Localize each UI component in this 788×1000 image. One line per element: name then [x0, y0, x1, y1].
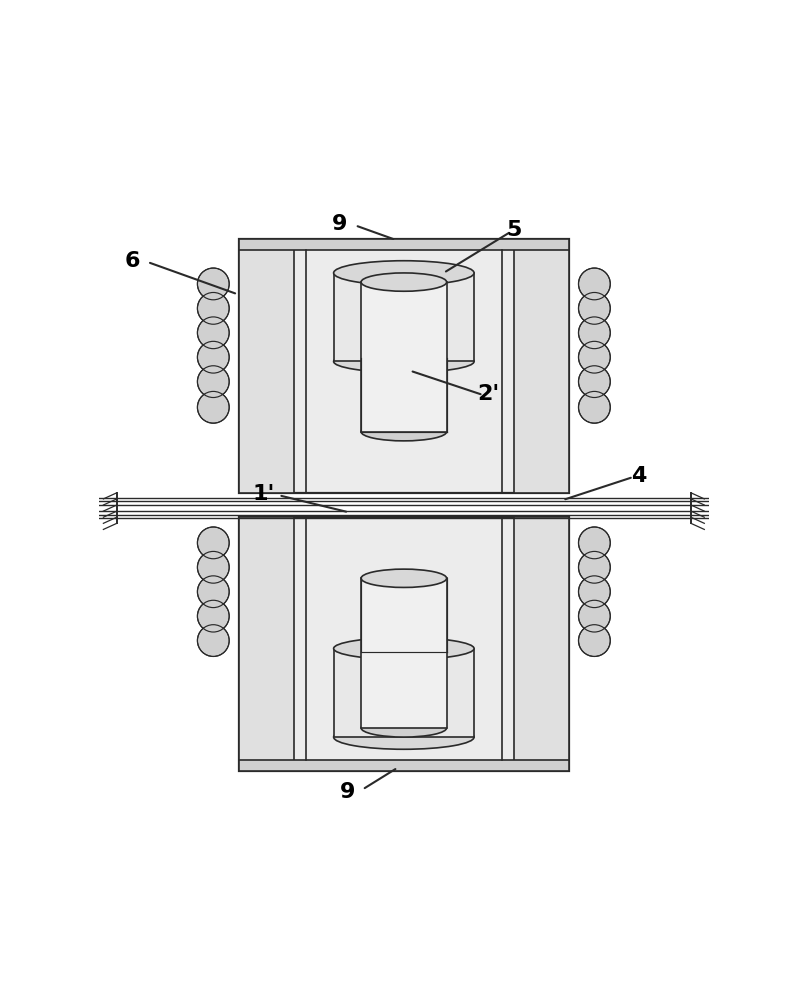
Circle shape	[198, 527, 229, 559]
Ellipse shape	[333, 725, 474, 749]
Circle shape	[199, 342, 228, 372]
Circle shape	[198, 366, 229, 398]
Text: 5: 5	[506, 220, 522, 240]
Circle shape	[578, 268, 610, 300]
Circle shape	[578, 527, 610, 559]
Bar	[514, 517, 569, 771]
Text: 1': 1'	[252, 484, 274, 504]
Circle shape	[199, 601, 228, 631]
Text: 9: 9	[332, 214, 348, 234]
Circle shape	[198, 341, 229, 373]
Circle shape	[580, 601, 609, 631]
Circle shape	[580, 269, 609, 299]
Bar	[239, 239, 569, 250]
Circle shape	[198, 317, 229, 349]
Circle shape	[578, 625, 610, 656]
Circle shape	[199, 577, 228, 606]
Ellipse shape	[333, 261, 474, 285]
Circle shape	[199, 553, 228, 582]
Circle shape	[578, 576, 610, 608]
Circle shape	[578, 366, 610, 398]
Circle shape	[580, 577, 609, 606]
Circle shape	[580, 626, 609, 655]
Circle shape	[578, 292, 610, 324]
Circle shape	[580, 393, 609, 422]
Ellipse shape	[333, 638, 474, 660]
Bar	[239, 239, 569, 493]
Ellipse shape	[361, 423, 447, 441]
Bar	[239, 517, 569, 771]
Bar	[361, 282, 447, 432]
Circle shape	[580, 367, 609, 396]
Circle shape	[580, 294, 609, 323]
Text: 4: 4	[631, 466, 647, 486]
Circle shape	[198, 625, 229, 656]
Ellipse shape	[361, 273, 447, 291]
Circle shape	[198, 576, 229, 608]
Circle shape	[578, 341, 610, 373]
Bar	[514, 239, 569, 493]
Ellipse shape	[361, 569, 447, 587]
Circle shape	[580, 528, 609, 558]
Circle shape	[578, 551, 610, 583]
Circle shape	[199, 294, 228, 323]
Ellipse shape	[361, 719, 447, 737]
Bar	[361, 578, 447, 728]
Circle shape	[578, 600, 610, 632]
Text: 2': 2'	[477, 384, 500, 404]
Circle shape	[199, 528, 228, 558]
Circle shape	[198, 600, 229, 632]
Circle shape	[578, 391, 610, 423]
Bar	[333, 649, 474, 737]
Circle shape	[199, 269, 228, 299]
Circle shape	[578, 317, 610, 349]
Circle shape	[199, 393, 228, 422]
Circle shape	[199, 367, 228, 396]
Bar	[333, 273, 474, 361]
Circle shape	[198, 391, 229, 423]
Text: 9: 9	[340, 782, 355, 802]
Circle shape	[198, 292, 229, 324]
Circle shape	[198, 268, 229, 300]
Bar	[239, 239, 294, 493]
Circle shape	[580, 318, 609, 348]
Bar	[239, 760, 569, 771]
Ellipse shape	[333, 350, 474, 372]
Circle shape	[199, 626, 228, 655]
Circle shape	[580, 342, 609, 372]
Circle shape	[198, 551, 229, 583]
Bar	[239, 517, 294, 771]
Text: 6: 6	[125, 251, 139, 271]
Circle shape	[199, 318, 228, 348]
Circle shape	[580, 553, 609, 582]
